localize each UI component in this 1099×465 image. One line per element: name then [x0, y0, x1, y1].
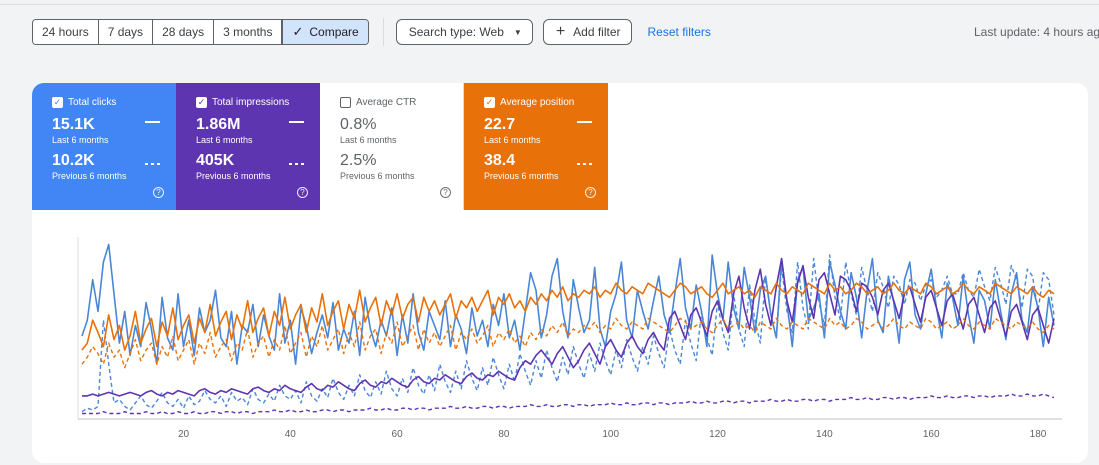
- search-type-dropdown[interactable]: Search type: Web ▼: [395, 19, 533, 45]
- card-value: 1.86M: [196, 116, 241, 133]
- help-icon[interactable]: ?: [585, 187, 596, 198]
- card-period: Last 6 months: [484, 135, 541, 145]
- card-value: 15.1K: [52, 116, 95, 133]
- metric-card-ctr[interactable]: Average CTR 0.8% Last 6 months 2.5% Prev…: [320, 83, 464, 210]
- x-tick-label: 40: [285, 429, 297, 440]
- add-filter-button[interactable]: + Add filter: [542, 19, 632, 45]
- x-tick-label: 180: [1030, 429, 1047, 440]
- card-prev-period: Previous 6 months: [196, 171, 271, 181]
- metric-card-impressions[interactable]: ✓ Total impressions 1.86M Last 6 months 4…: [176, 83, 320, 210]
- card-prev-value: 38.4: [484, 152, 516, 169]
- compare-label: Compare: [309, 25, 359, 39]
- help-icon[interactable]: ?: [153, 187, 164, 198]
- series-line-impressions_prev: [82, 393, 1055, 415]
- card-value: 22.7: [484, 116, 516, 133]
- card-prev-period: Previous 6 months: [484, 171, 559, 181]
- card-title: Total impressions: [212, 97, 290, 108]
- x-tick-label: 100: [602, 429, 619, 440]
- card-period: Last 6 months: [340, 135, 397, 145]
- card-period: Last 6 months: [196, 135, 253, 145]
- card-period: Last 6 months: [52, 135, 109, 145]
- card-prev-value: 10.2K: [52, 152, 95, 169]
- filter-toolbar: 24 hours 7 days 28 days 3 months ✓ Compar…: [32, 18, 711, 46]
- performance-panel: ✓ Total clicks 15.1K Last 6 months 10.2K …: [32, 83, 1088, 463]
- solid-line-icon: [577, 121, 592, 123]
- checkbox-checked-icon[interactable]: ✓: [484, 97, 495, 108]
- help-icon[interactable]: ?: [440, 187, 451, 198]
- dashed-line-icon: [145, 163, 160, 165]
- reset-filters-link[interactable]: Reset filters: [647, 25, 711, 39]
- card-value: 0.8%: [340, 116, 377, 133]
- range-7-days[interactable]: 7 days: [98, 20, 154, 44]
- metric-card-clicks[interactable]: ✓ Total clicks 15.1K Last 6 months 10.2K …: [32, 83, 176, 210]
- range-3-months[interactable]: 3 months: [214, 20, 283, 44]
- series-line-impressions: [82, 257, 1055, 397]
- x-tick-label: 80: [498, 429, 510, 440]
- x-tick-label: 140: [816, 429, 833, 440]
- series-line-position: [81, 282, 1055, 351]
- checkbox-checked-icon[interactable]: ✓: [52, 97, 63, 108]
- solid-line-icon: [289, 121, 304, 123]
- solid-line-icon: [145, 121, 160, 123]
- x-tick-label: 20: [178, 429, 190, 440]
- compare-button[interactable]: ✓ Compare: [282, 20, 368, 44]
- plus-icon: +: [555, 23, 566, 40]
- help-icon[interactable]: ?: [297, 187, 308, 198]
- series-line-position_prev: [81, 317, 1055, 369]
- series-line-clicks_prev: [81, 254, 1055, 413]
- check-icon: ✓: [292, 24, 304, 39]
- series-layer: [81, 243, 1055, 415]
- range-28-days[interactable]: 28 days: [153, 20, 215, 44]
- add-filter-label: Add filter: [573, 25, 621, 39]
- card-title: Average CTR: [356, 97, 417, 108]
- x-tick-labels: 20 40 60 80 100 120 140 160 180: [178, 429, 1047, 440]
- card-prev-period: Previous 6 months: [52, 171, 127, 181]
- metric-cards: ✓ Total clicks 15.1K Last 6 months 10.2K …: [32, 83, 608, 210]
- x-tick-label: 60: [392, 429, 404, 440]
- card-title: Average position: [500, 97, 575, 108]
- x-tick-label: 120: [709, 429, 726, 440]
- card-prev-value: 405K: [196, 152, 235, 169]
- card-prev-period: Previous 6 months: [340, 171, 415, 181]
- search-type-label: Search type: Web: [408, 25, 504, 39]
- date-range-selector: 24 hours 7 days 28 days 3 months ✓ Compar…: [32, 19, 369, 45]
- performance-line-chart: 20 40 60 80 100 120 140 160 180: [77, 237, 1062, 440]
- top-divider: [0, 0, 1099, 5]
- checkbox-checked-icon[interactable]: ✓: [196, 97, 207, 108]
- dashed-line-icon: [289, 163, 304, 165]
- card-title: Total clicks: [68, 97, 117, 108]
- x-tick-label: 160: [923, 429, 940, 440]
- metric-card-position[interactable]: ✓ Average position 22.7 Last 6 months 38.…: [464, 83, 608, 210]
- checkbox-unchecked-icon[interactable]: [340, 97, 351, 108]
- range-24-hours[interactable]: 24 hours: [33, 20, 99, 44]
- last-update-text: Last update: 4 hours ag: [974, 25, 1099, 39]
- card-prev-value: 2.5%: [340, 152, 377, 169]
- dashed-line-icon: [577, 163, 592, 165]
- toolbar-divider: [382, 18, 384, 46]
- caret-down-icon: ▼: [513, 27, 522, 37]
